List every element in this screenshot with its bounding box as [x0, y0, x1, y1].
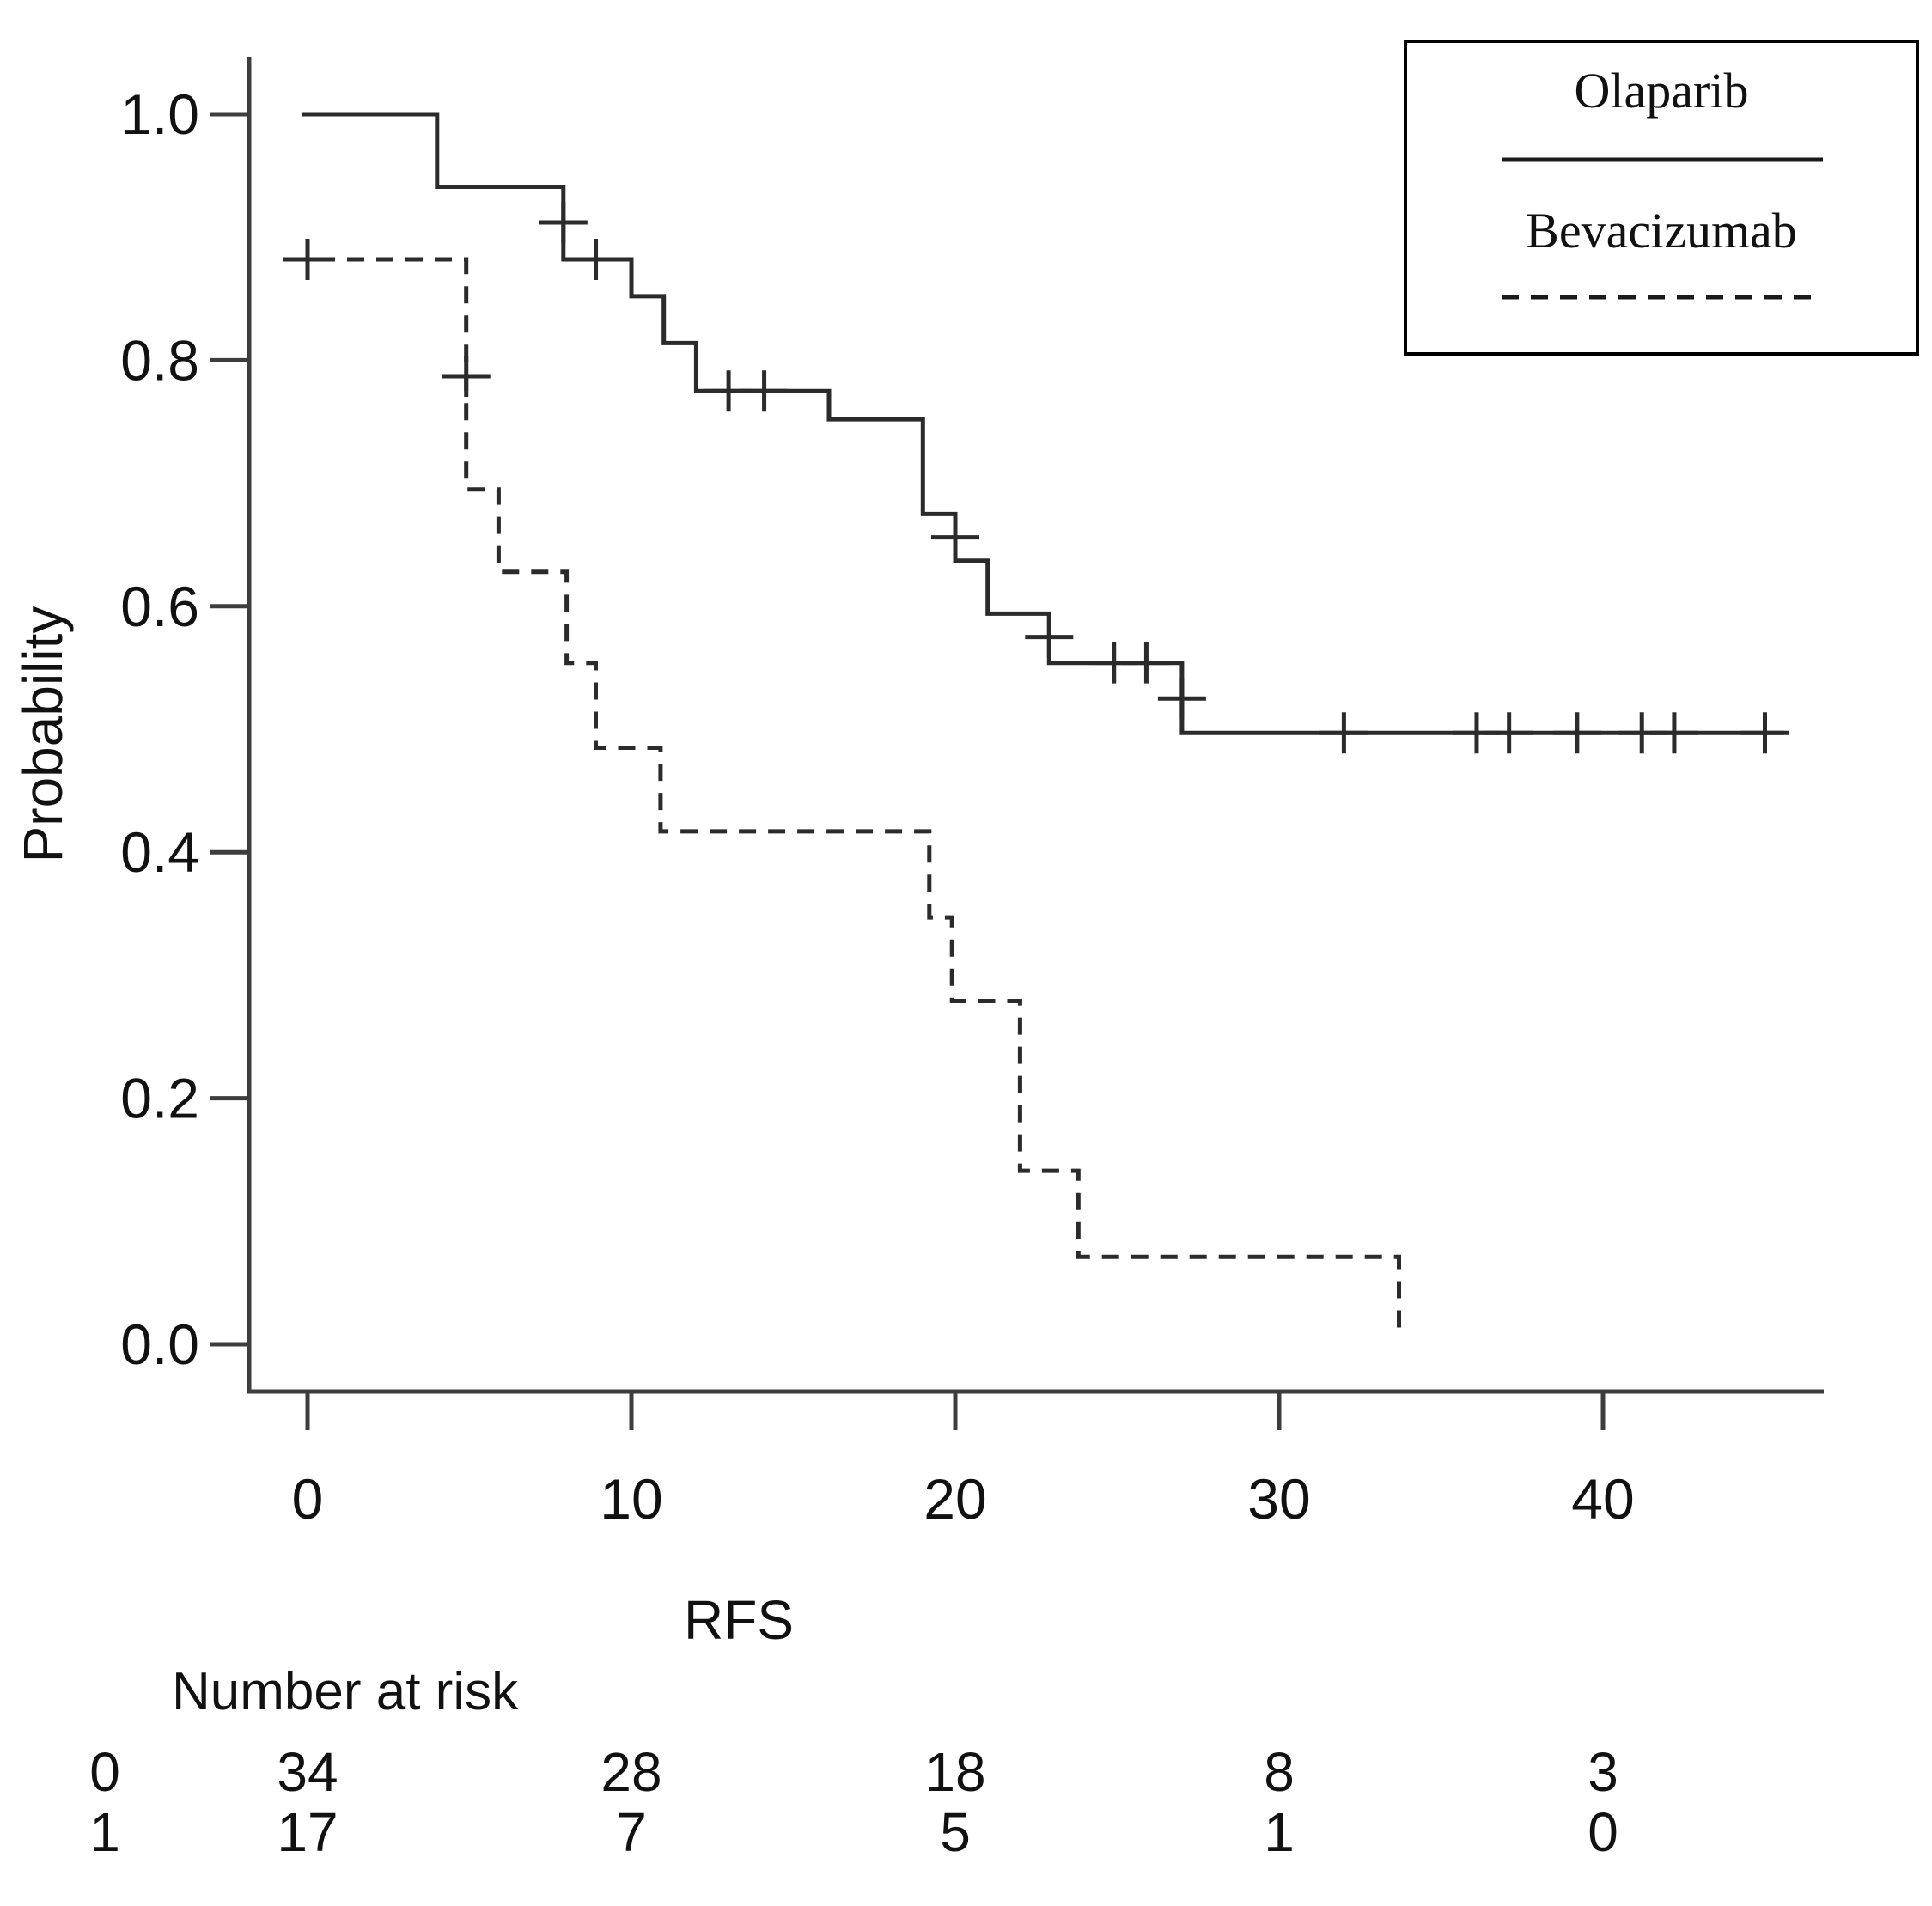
legend-border [1404, 40, 1919, 356]
legend-label-olaparib: Olaparib [1575, 63, 1749, 119]
risk-row: 1 17 7 5 1 0 [89, 1801, 1618, 1863]
x-tick-label: 0 [292, 1467, 324, 1531]
censor-mark-olaparib [931, 516, 979, 558]
risk-row-label: 1 [89, 1801, 120, 1863]
censor-mark-olaparib [571, 238, 620, 280]
censor-mark-olaparib [1552, 712, 1601, 754]
x-tick-label: 10 [600, 1467, 662, 1531]
legend: Olaparib Bevacizumab [1404, 40, 1919, 356]
risk-count: 5 [940, 1801, 971, 1863]
x-axis-title: RFS [684, 1589, 794, 1651]
risk-count: 34 [277, 1741, 338, 1803]
risk-count: 18 [924, 1741, 985, 1803]
x-tick-label: 20 [923, 1467, 986, 1531]
censor-mark-olaparib [1122, 642, 1171, 684]
censor-mark-olaparib [1484, 712, 1533, 754]
censor-mark-olaparib [1649, 712, 1698, 754]
x-tick-label: 40 [1571, 1467, 1634, 1531]
survival-curves [283, 112, 1789, 1332]
y-tick-label: 1.0 [120, 82, 199, 146]
y-tick-label: 0.8 [120, 328, 199, 392]
y-axis-title: Probability [12, 606, 74, 863]
y-axis: 0.0 0.2 0.4 0.6 0.8 1.0 [120, 57, 252, 1393]
risk-count: 8 [1264, 1741, 1295, 1803]
censor-mark-olaparib [1025, 616, 1074, 658]
risk-count: 3 [1588, 1741, 1618, 1803]
censor-mark-olaparib [1157, 678, 1206, 720]
legend-label-bevacizumab: Bevacizumab [1526, 203, 1797, 259]
y-tick-label: 0.2 [120, 1067, 199, 1130]
censor-mark-olaparib [1319, 712, 1368, 754]
risk-count: 17 [277, 1801, 338, 1863]
risk-row: 0 34 28 18 8 3 [89, 1741, 1618, 1803]
y-tick-label: 0.6 [120, 575, 199, 638]
censor-mark-olaparib [740, 370, 789, 412]
risk-row-label: 0 [89, 1741, 120, 1803]
x-axis: 0 10 20 30 40 [247, 1389, 1824, 1531]
y-tick-label: 0.0 [120, 1312, 199, 1376]
risk-count: 1 [1264, 1801, 1295, 1863]
risk-count: 0 [1588, 1801, 1618, 1863]
risk-count: 28 [600, 1741, 661, 1803]
risk-table-header: Number at risk [172, 1662, 519, 1721]
censor-mark-olaparib [539, 202, 588, 244]
censor-mark-bevacizumab [283, 238, 332, 280]
y-tick-label: 0.4 [120, 820, 199, 884]
curve-bevacizumab [289, 257, 1401, 1332]
censor-mark-bevacizumab [442, 356, 491, 398]
censor-mark-olaparib [1740, 712, 1789, 754]
x-tick-label: 30 [1247, 1467, 1310, 1531]
number-at-risk-table: Number at risk 0 34 28 18 8 31 17 7 5 1 0 [89, 1662, 1618, 1863]
risk-count: 7 [616, 1801, 647, 1863]
